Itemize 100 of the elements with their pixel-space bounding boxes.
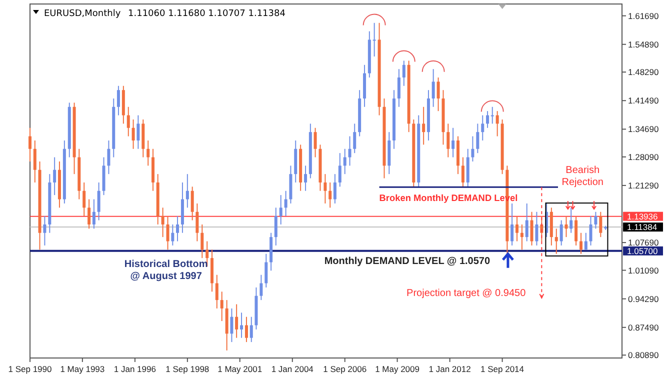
candlestick [422,106,426,146]
candlestick [176,216,180,242]
x-tick-label: 1 Sep 2006 [323,364,367,374]
annotation: Projection target @ 0.9450 [406,288,526,299]
y-tick-label: 1.01090 [628,265,659,276]
candlestick [166,216,170,250]
candlestick [486,110,490,128]
y-tick-label: 0.80890 [628,350,659,360]
candlestick [496,110,499,137]
candlestick [244,316,248,343]
candlestick [132,118,135,150]
candlestick [230,308,234,343]
candlestick [535,211,538,246]
annotation: Monthly DEMAND LEVEL @ 1.0570 [324,256,490,267]
x-tick-label: 1 Sep 1998 [166,364,210,374]
candlestick [599,211,602,238]
candlestick [116,85,120,116]
annotation: Bearish Rejection [562,165,604,188]
annotation: Historical Bottom @ August 1997 [124,258,208,282]
y-tick-label: 0.94290 [628,294,659,304]
candlestick [260,274,263,301]
candlestick [471,136,474,162]
candlestick [520,224,524,250]
candlestick [215,274,218,309]
candlestick [446,123,450,158]
y-tick-label: 0.87490 [628,322,659,332]
candlestick [126,106,130,137]
y-tick-label: 1.34690 [628,124,659,134]
candlestick [274,207,278,246]
candlestick [510,202,514,246]
x-tick-label: 1 May 1993 [60,364,105,374]
x-tick-label: 1 Jan 2004 [271,364,314,374]
candlestick [338,152,342,188]
candlestick [314,127,317,158]
candlestick [240,312,244,338]
ref-line-label: 1.13936 [627,211,658,222]
y-tick-label: 1.48290 [628,67,659,78]
candlestick [196,202,199,242]
candlestick [372,22,376,57]
candlestick [402,60,406,86]
candlestick [525,202,528,242]
x-tick-label: 1 Jan 1996 [114,364,156,374]
candlestick [560,220,563,246]
candlestick [200,224,204,259]
candlestick [580,232,582,254]
candlestick [53,156,56,196]
candlestick [92,198,96,230]
candlestick [324,174,327,204]
y-tick-label: 1.07690 [628,238,659,248]
candlestick [476,123,480,154]
candlestick [284,190,288,217]
candlestick [452,127,455,158]
x-tick-label: 1 May 2001 [218,364,262,374]
candlestick [397,68,400,108]
candlestick [136,114,140,150]
candlestick [304,165,308,192]
candlestick [515,216,518,242]
candlestick [353,123,356,154]
candlestick [82,182,86,217]
candlestick [33,140,36,183]
text: 1.11060 1.11680 1.10707 1.11384 [128,9,286,19]
candlestick [481,114,484,141]
candlestick [97,182,100,221]
ref-line-label: 1.05700 [627,246,658,256]
candlestick [43,216,46,246]
y-tick-label: 1.28090 [628,152,659,162]
candlestick [348,136,352,166]
x-tick-label: 1 Sep 2014 [480,364,524,374]
candlestick [554,228,558,254]
candlestick [146,140,150,166]
candlestick [186,174,189,208]
candlestick [490,106,494,124]
candlestick [264,253,268,288]
x-tick-label: 1 Sep 1990 [8,364,52,374]
candlestick [161,207,164,238]
y-tick-label: 1.21290 [628,180,659,190]
candlestick [250,316,253,343]
candlestick [220,291,224,322]
candlestick [328,182,332,208]
candlestick [589,216,592,246]
y-tick-label: 1.61690 [628,10,659,21]
x-tick-label: 1 May 2009 [375,364,420,374]
text: EURUSD,Monthly [44,9,122,19]
y-tick-label: 1.41490 [628,96,659,106]
x-tick-label: 1 Jan 2012 [428,364,472,374]
candlestick [584,232,588,250]
candlestick [564,216,568,238]
candlestick [28,127,32,162]
candlestick [461,156,464,188]
candlestick [190,186,194,221]
candlestick [436,76,440,112]
y-tick-label: 1.54890 [628,39,659,50]
candlestick [171,224,174,246]
candlestick [530,211,534,246]
candlestick [432,68,435,108]
candlestick [343,148,346,175]
candlestick [570,207,573,234]
candlestick [235,304,238,338]
candlestick [279,194,282,225]
candlestick [88,198,91,230]
